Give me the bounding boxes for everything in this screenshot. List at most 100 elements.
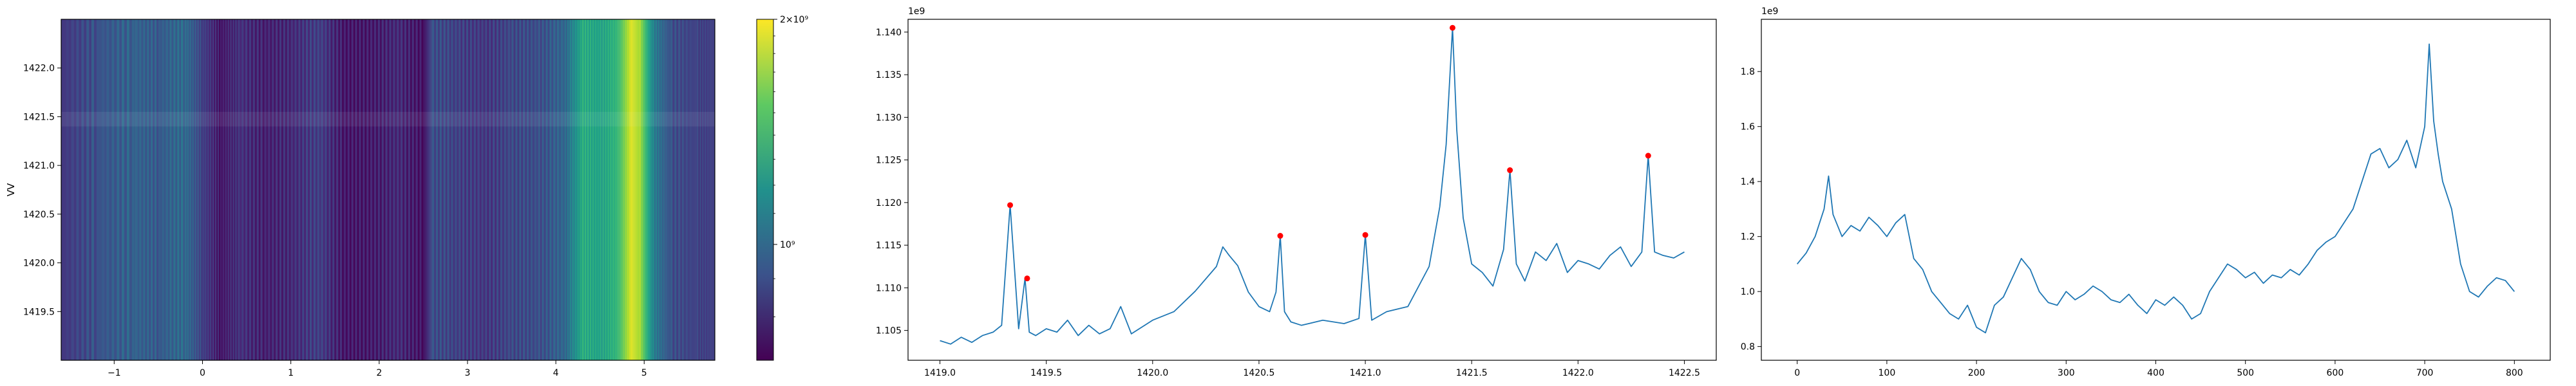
series-x-tick-label: 300 — [2058, 368, 2075, 378]
colorbar-tick-label: 10⁹ — [780, 240, 795, 250]
peaks-x-tick-label: 1421.0 — [1350, 368, 1381, 378]
heatmap-cell-column — [593, 19, 596, 360]
heatmap-y-tick-label: 1420.0 — [23, 259, 55, 269]
heatmap-cell-column — [357, 19, 359, 360]
heatmap-cell-column — [189, 19, 192, 360]
heatmap-cell-column — [210, 19, 212, 360]
heatmap-cell-column — [71, 19, 74, 360]
heatmap-cell-column — [114, 19, 117, 360]
heatmap-cell-column — [220, 19, 222, 360]
heatmap-cell-column — [292, 19, 295, 360]
heatmap-cell-column — [296, 19, 299, 360]
heatmap-cell-column — [665, 19, 667, 360]
heatmap-cell-column — [313, 19, 316, 360]
peaks-y-tick-label: 1.120 — [876, 198, 902, 208]
heatmap-cell-column — [594, 19, 597, 360]
heatmap-cell-column — [153, 19, 155, 360]
heatmap-cell-column — [609, 19, 611, 360]
heatmap-cell-column — [249, 19, 252, 360]
peaks-x-tick-label: 1420.0 — [1137, 368, 1168, 378]
heatmap-cell-column — [712, 19, 714, 360]
heatmap-cell-column — [553, 19, 556, 360]
heatmap-cell-column — [96, 19, 100, 360]
heatmap-cell-column — [141, 19, 144, 360]
peaks-y-tick-label: 1.135 — [876, 70, 902, 80]
heatmap-cell-column — [245, 19, 248, 360]
heatmap-cell-column — [647, 19, 649, 360]
heatmap-cell-column — [155, 19, 157, 360]
heatmap-cell-column — [645, 19, 647, 360]
heatmap-cell-column — [582, 19, 584, 360]
peaks-y-tick-label: 1.115 — [876, 241, 902, 251]
heatmap-cell-column — [511, 19, 514, 360]
heatmap-cell-column — [610, 19, 612, 360]
series-x-tick-label: 700 — [2416, 368, 2434, 378]
heatmap-panel: −1 0 1 2 3 4 5 1419.51420.01420.51421.01421.51… — [5, 15, 808, 378]
heatmap-cell-column — [183, 19, 185, 360]
heatmap-cell-column — [421, 19, 424, 360]
series-x-tick-label: 800 — [2506, 368, 2523, 378]
heatmap-cell-column — [281, 19, 284, 360]
heatmap-cell-column — [260, 19, 263, 360]
heatmap-cell-column — [218, 19, 221, 360]
heatmap-cell-column — [366, 19, 369, 360]
heatmap-y-tick-label: 1421.5 — [23, 112, 55, 122]
heatmap-cell-column — [585, 19, 587, 360]
heatmap-cell-column — [602, 19, 604, 360]
heatmap-cell-column — [351, 19, 354, 360]
heatmap-cell-column — [415, 19, 418, 360]
heatmap-cell-column — [678, 19, 681, 360]
heatmap-cell-column — [559, 19, 562, 360]
heatmap-cell-column — [622, 19, 624, 360]
heatmap-cell-column — [272, 19, 274, 360]
heatmap-cell-column — [278, 19, 280, 360]
heatmap-cell-column — [268, 19, 270, 360]
heatmap-cell-column — [455, 19, 457, 360]
series-x-tick-label: 200 — [1968, 368, 1985, 378]
heatmap-cell-column — [349, 19, 352, 360]
heatmap-cell-column — [447, 19, 450, 360]
heatmap-cell-column — [710, 19, 712, 360]
heatmap-cell-column — [708, 19, 710, 360]
heatmap-cell-column — [532, 19, 535, 360]
heatmap-cell-column — [523, 19, 526, 360]
heatmap-cell-column — [601, 19, 603, 360]
heatmap-cell-column — [279, 19, 282, 360]
heatmap-cell-column — [555, 19, 558, 360]
heatmap-cell-column — [629, 19, 630, 360]
heatmap-cell-column — [590, 19, 592, 360]
heatmap-cell-column — [425, 19, 426, 360]
heatmap-cell-column — [680, 19, 683, 360]
heatmap-cell-column — [621, 19, 623, 360]
heatmap-cell-column — [341, 19, 345, 360]
heatmap-cell-column — [689, 19, 692, 360]
heatmap-cell-column — [489, 19, 491, 360]
heatmap-cell-column — [703, 19, 705, 360]
heatmap-cell-column — [304, 19, 307, 360]
peaks-peak-marker — [1449, 24, 1455, 31]
heatmap-cell-column — [637, 19, 638, 360]
heatmap-cell-column — [104, 19, 107, 360]
heatmap-cell-column — [188, 19, 191, 360]
heatmap-cell-column — [573, 19, 575, 360]
heatmap-cell-column — [528, 19, 531, 360]
heatmap-cell-column — [714, 19, 715, 360]
heatmap-y-tick-label: 1422.0 — [23, 64, 55, 74]
peaks-x-tick-label: 1420.5 — [1243, 368, 1274, 378]
peaks-line-panel: 1e9 1419.0 1419.5 1420.0 1420.5 1421.0 1421.5… — [876, 6, 1717, 378]
heatmap-cell-column — [375, 19, 379, 360]
heatmap-cell-column — [179, 19, 182, 360]
peaks-y-tick-label: 1.105 — [876, 326, 902, 336]
heatmap-cell-column — [434, 19, 437, 360]
heatmap-cell-column — [697, 19, 699, 360]
heatmap-y-axis-label: VV — [5, 183, 17, 196]
heatmap-cell-column — [177, 19, 180, 360]
heatmap-cell-column — [656, 19, 659, 360]
heatmap-cell-column — [171, 19, 174, 360]
heatmap-cell-column — [670, 19, 673, 360]
heatmap-cell-column — [285, 19, 288, 360]
heatmap-cell-column — [214, 19, 216, 360]
heatmap-cell-column — [596, 19, 598, 360]
heatmap-cell-column — [642, 19, 644, 360]
heatmap-cell-column — [336, 19, 339, 360]
